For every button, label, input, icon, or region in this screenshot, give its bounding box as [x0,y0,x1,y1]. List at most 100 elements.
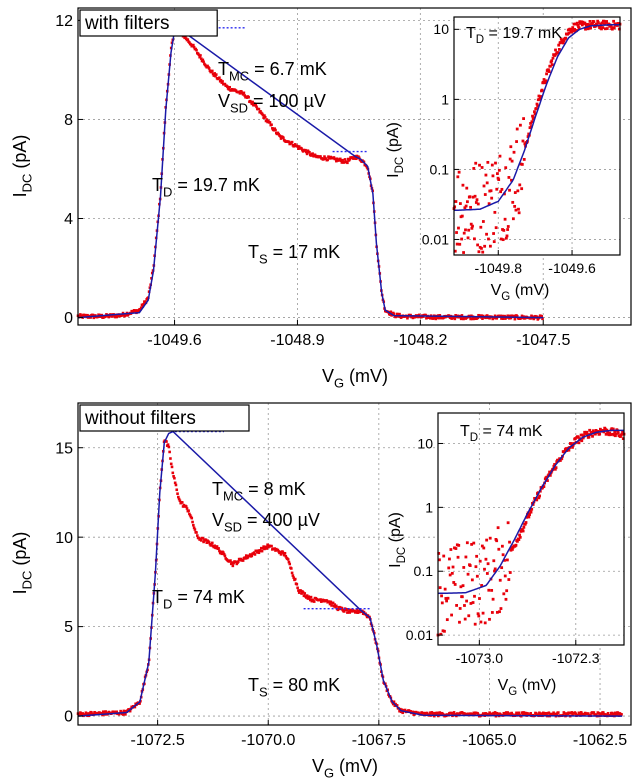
data-point [86,313,89,317]
data-point [230,561,234,564]
data-point [223,554,227,558]
data-point [251,100,254,104]
data-point [215,545,219,548]
plot-frame [453,16,621,256]
data-point [301,150,305,153]
data-point [542,485,546,489]
data-point [113,710,116,714]
data-point [308,598,312,602]
data-point [356,611,359,614]
data-point [308,151,311,154]
data-point [171,471,175,475]
panel-top-inset: -1049.8 -1049.6 0.01 0.1 1 10 VG (mV) IDC (pA) T… [385,16,622,303]
data-point [464,555,468,559]
data-point [400,708,404,712]
data-point [500,544,504,548]
data-point [214,74,217,78]
data-point [480,544,484,548]
data-point [498,610,501,614]
panel-label-box: without filters [79,404,250,432]
data-point [139,306,143,310]
data-point [511,547,514,551]
data-point [242,91,246,95]
data-point [516,189,520,193]
data-point [478,314,482,317]
data-point [508,157,512,161]
data-point [247,95,250,99]
data-point [333,603,337,606]
data-point [490,588,494,592]
data-point [529,122,533,125]
data-point [246,556,250,559]
data-point [616,431,620,435]
data-point [541,486,544,490]
data-point [170,465,174,469]
data-point [304,148,307,152]
data-point [478,597,481,600]
data-point [305,594,309,597]
data-point [256,551,259,554]
data-point [425,711,429,715]
data-point [392,312,396,316]
data-point [496,712,500,715]
data-point [202,60,205,64]
data-point [527,515,531,519]
data-point [563,450,567,454]
data-point [290,567,293,570]
data-point [591,429,595,433]
data-point [545,475,549,479]
data-point [84,314,88,317]
data-point [199,54,202,57]
data-point [515,140,518,143]
data-point [508,712,512,715]
data-point [510,159,514,163]
data-point [535,315,539,318]
data-point [520,711,524,714]
plot-area [438,413,624,645]
data-point [267,119,270,123]
data-point [270,123,273,127]
data-point [324,157,328,161]
data-point [602,713,606,716]
data-point [293,144,296,148]
data-point [510,178,513,182]
data-point [293,143,297,146]
data-point [277,132,280,136]
data-point [557,711,560,714]
data-point [497,168,501,172]
data-point [98,313,101,317]
data-point [199,537,202,541]
data-point [465,599,469,603]
data-point [276,131,280,135]
data-point [481,611,485,615]
annotation: TMC = 8 mK [212,479,306,503]
data-point [448,316,452,320]
data-point [278,134,282,138]
data-point [319,598,322,601]
x-tick-label: -1067.5 [352,732,406,749]
data-point [338,159,341,162]
data-point [464,204,468,208]
data-point [96,315,100,319]
data-point [460,237,464,241]
data-point [460,595,464,599]
data-point [78,713,81,716]
data-point [551,56,555,60]
y-axis-label-group: IDC (pA) [10,135,34,198]
data-point [568,27,572,31]
data-point [211,72,215,76]
data-point [339,159,343,163]
data-point [186,38,190,41]
data-point [609,433,612,437]
data-point [481,317,484,320]
data-point [300,147,303,150]
data-point [293,577,297,581]
data-point [587,435,591,439]
data-point [507,578,511,581]
data-point [466,236,470,240]
data-point [439,632,443,636]
data-point [296,145,299,148]
data-point [509,548,513,552]
data-point [346,161,349,165]
